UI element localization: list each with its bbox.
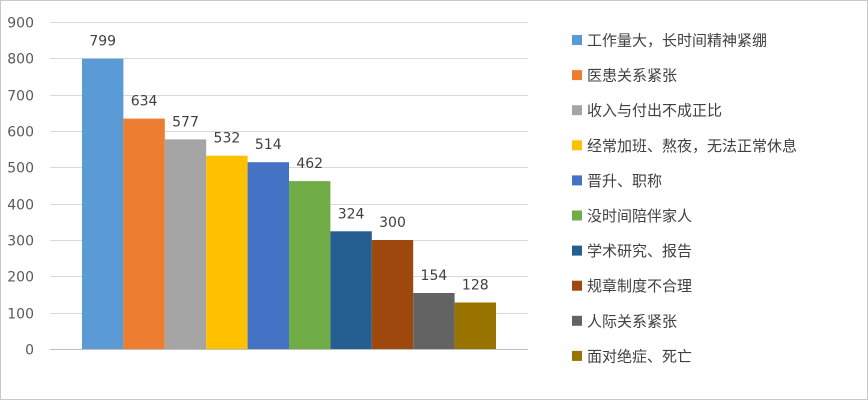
bar	[371, 240, 414, 349]
legend-swatch	[572, 175, 582, 186]
y-tick-label: 500	[7, 161, 34, 177]
legend-label: 晋升、职称	[587, 172, 662, 190]
legend-item: 医患关系紧张	[572, 67, 677, 85]
bar	[82, 58, 124, 349]
y-tick-label: 0	[25, 343, 34, 359]
y-tick-label: 700	[7, 89, 34, 105]
legend-label: 没时间陪伴家人	[587, 207, 692, 225]
legend-label: 人际关系紧张	[587, 312, 677, 330]
bars	[82, 58, 496, 349]
y-tick-label: 400	[7, 198, 34, 214]
legend-label: 收入与付出不成正比	[587, 102, 722, 120]
legend-label: 学术研究、报告	[587, 242, 692, 260]
y-tick-label: 200	[7, 270, 34, 286]
legend-swatch	[572, 280, 582, 291]
bar	[454, 302, 496, 349]
legend-item: 经常加班、熬夜，无法正常休息	[572, 137, 797, 155]
legend-item: 面对绝症、死亡	[572, 347, 692, 365]
data-label: 462	[296, 156, 323, 172]
legend-swatch	[572, 350, 582, 361]
legend-swatch	[572, 140, 582, 151]
legend-item: 规章制度不合理	[572, 277, 692, 295]
legend-item: 收入与付出不成正比	[572, 102, 722, 120]
bar	[164, 139, 207, 349]
legend-label: 工作量大，长时间精神紧绷	[587, 32, 767, 50]
legend-swatch	[572, 35, 582, 45]
y-axis-ticks: 0 100 200 300 400 500 600 700 800 900	[7, 16, 34, 359]
data-label: 799	[89, 34, 116, 50]
legend-label: 经常加班、熬夜，无法正常休息	[587, 137, 797, 155]
legend-label: 医患关系紧张	[587, 67, 677, 85]
data-label: 577	[172, 114, 199, 130]
data-label: 300	[379, 215, 406, 231]
legend-item: 没时间陪伴家人	[572, 207, 692, 225]
bar	[247, 162, 289, 349]
legend-item: 工作量大，长时间精神紧绷	[572, 32, 767, 50]
bar	[413, 293, 455, 349]
legend-label: 规章制度不合理	[587, 277, 692, 295]
y-tick-label: 300	[7, 234, 34, 250]
data-label: 634	[131, 94, 158, 110]
legend-item: 学术研究、报告	[572, 242, 692, 260]
legend-swatch	[572, 245, 582, 256]
data-label: 324	[338, 206, 365, 222]
legend-swatch	[572, 70, 582, 81]
y-tick-label: 900	[7, 16, 34, 32]
legend: 工作量大，长时间精神紧绷医患关系紧张收入与付出不成正比经常加班、熬夜，无法正常休…	[572, 32, 797, 365]
legend-swatch	[572, 315, 582, 326]
legend-label: 面对绝症、死亡	[587, 347, 692, 365]
bar	[206, 155, 248, 349]
bar	[289, 181, 331, 349]
bar	[330, 231, 372, 349]
data-label: 154	[421, 268, 448, 284]
data-label: 532	[214, 131, 241, 147]
y-tick-label: 600	[7, 125, 34, 141]
y-tick-label: 100	[7, 307, 34, 323]
data-label: 128	[462, 278, 489, 294]
y-tick-label: 800	[7, 52, 34, 68]
data-label: 514	[255, 137, 282, 153]
bar	[123, 118, 165, 349]
value-labels: 799 634 577 532 514 462 324 300 154 128	[89, 34, 488, 294]
legend-swatch	[572, 210, 582, 221]
legend-item: 人际关系紧张	[572, 312, 677, 330]
legend-swatch	[572, 105, 582, 116]
legend-item: 晋升、职称	[572, 172, 662, 190]
